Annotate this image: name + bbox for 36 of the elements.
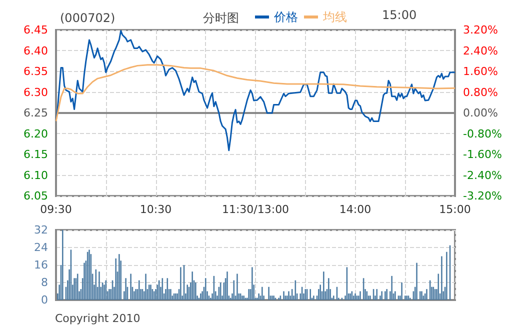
y-tick-label: 6.10 [24, 168, 48, 182]
line-series [55, 30, 456, 152]
legend-label: 均线 [322, 10, 347, 24]
y-tick-label: 6.15 [24, 148, 48, 161]
y2-tick-label: 1.60% [463, 65, 498, 78]
y2-tick-label: 0.00% [463, 106, 498, 120]
y-tick-label: 0 [41, 294, 48, 306]
y-tick-label: 6.35 [24, 65, 48, 78]
y-tick-label: 32 [34, 224, 48, 236]
y2-tick-label: -2.40% [463, 168, 502, 182]
text: Copyright 2010 [55, 312, 140, 325]
x-tick-label: 10:30 [140, 203, 172, 216]
y2-tick-label: -3.20% [463, 190, 502, 202]
legend-label: 价格 [273, 10, 298, 24]
y-tick-label: 8 [41, 276, 48, 289]
y-tick-label: 6.25 [24, 106, 48, 120]
x-tick-label: 09:30 [40, 203, 72, 216]
y-tick-label: 24 [34, 241, 48, 254]
x-tick-label: 14:00 [339, 203, 372, 216]
y2-tick-label: -1.60% [463, 148, 502, 161]
line-series [55, 64, 456, 122]
y2-tick-label: 0.80% [463, 86, 498, 99]
y-tick-label: 6.40 [24, 44, 48, 58]
y-tick-label: 6.30 [24, 86, 48, 99]
y2-tick-label: 3.20% [463, 24, 498, 36]
y-tick-label: 6.05 [24, 190, 48, 202]
y-tick-label: 16 [34, 258, 48, 272]
y2-tick-label: 2.40% [463, 44, 498, 58]
x-tick-label: 11:30/13:00 [222, 203, 290, 216]
x-tick-label: 15:00 [439, 203, 471, 216]
y2-tick-label: -0.80% [463, 127, 502, 140]
chart-title: (000702) [60, 11, 116, 25]
chart-subtitle: 分时图 [203, 11, 239, 25]
y-tick-label: 6.45 [24, 24, 48, 36]
text: 15:00 [382, 8, 417, 22]
y-tick-label: 6.20 [24, 127, 48, 140]
